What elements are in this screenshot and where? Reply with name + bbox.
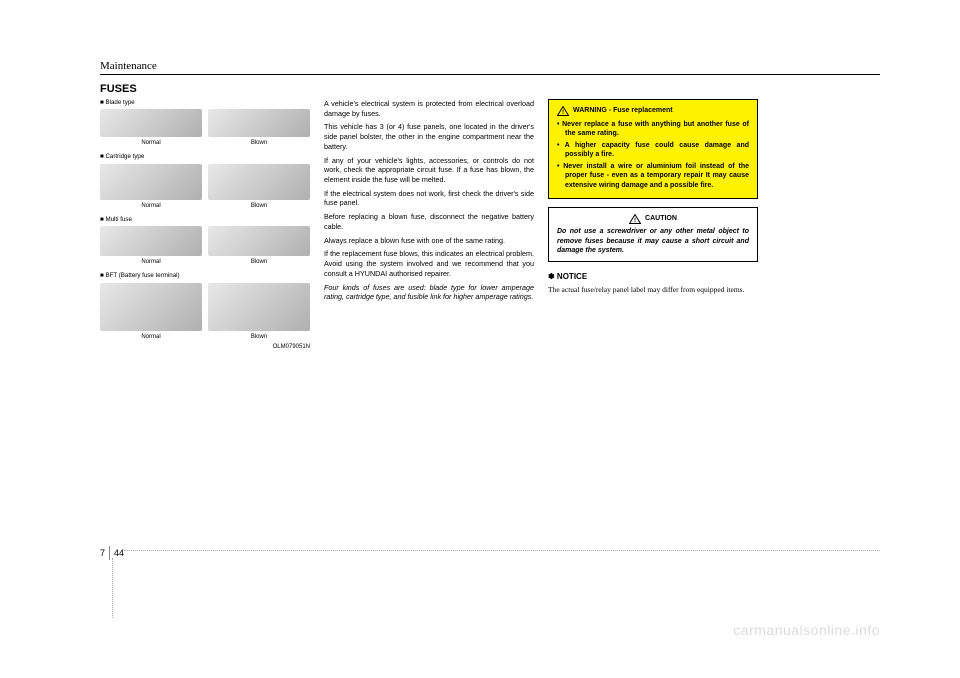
footer-dotted-line (124, 550, 880, 551)
warning-item: Never install a wire or aluminium foil i… (557, 162, 749, 190)
section-title: FUSES (100, 83, 880, 95)
fuse-label-bft: ■ BFT (Battery fuse terminal) (100, 272, 310, 280)
fuse-image-blown (208, 283, 310, 331)
fuse-label-multi: ■ Multi fuse (100, 216, 310, 224)
fuse-captions-cartridge: Normal Blown (100, 202, 310, 210)
fuse-images-bft (100, 283, 310, 331)
fuse-block-multi: ■ Multi fuse Normal Blown (100, 216, 310, 266)
caption-normal: Normal (100, 202, 202, 210)
caption-normal: Normal (100, 258, 202, 266)
warning-item: A higher capacity fuse could cause damag… (557, 141, 749, 160)
warning-title: WARNING (573, 107, 607, 114)
warning-box: ! WARNING - Fuse replacement Never repla… (548, 99, 758, 199)
fuse-captions-bft: Normal Blown (100, 333, 310, 341)
notice-block: ✽ NOTICE The actual fuse/relay panel lab… (548, 272, 758, 295)
fuse-block-bft: ■ BFT (Battery fuse terminal) Normal Blo… (100, 272, 310, 351)
body-p8: Four kinds of fuses are used: blade type… (324, 283, 534, 302)
fuse-image-normal (100, 283, 202, 331)
warning-list: Never replace a fuse with anything but a… (557, 120, 749, 190)
caution-box: ! CAUTION Do not use a screwdriver or an… (548, 207, 758, 262)
body-p3: If any of your vehicle's lights, accesso… (324, 156, 534, 185)
image-code: OLM079051N (100, 343, 310, 351)
fuse-image-normal (100, 164, 202, 200)
page-number: 7 44 (100, 546, 124, 560)
content-columns: ■ Blade type Normal Blown ■ Cartridge ty… (100, 99, 880, 357)
fuse-image-normal (100, 226, 202, 256)
column-callouts: ! WARNING - Fuse replacement Never repla… (548, 99, 758, 357)
caption-normal: Normal (100, 139, 202, 147)
warning-item: Never replace a fuse with anything but a… (557, 120, 749, 139)
body-p2: This vehicle has 3 (or 4) fuse panels, o… (324, 122, 534, 151)
caution-text: Do not use a screwdriver or any other me… (557, 227, 749, 255)
fuse-image-blown (208, 164, 310, 200)
fuse-images-multi (100, 226, 310, 256)
caption-blown: Blown (208, 333, 310, 341)
warning-triangle-icon: ! (557, 106, 569, 116)
notice-text: The actual fuse/relay panel label may di… (548, 285, 758, 295)
page-number-value: 44 (114, 548, 124, 558)
fuse-captions-multi: Normal Blown (100, 258, 310, 266)
caption-blown: Blown (208, 139, 310, 147)
fuse-label-blade: ■ Blade type (100, 99, 310, 107)
fuse-label-cartridge: ■ Cartridge type (100, 153, 310, 161)
body-p1: A vehicle's electrical system is protect… (324, 99, 534, 118)
body-p4: If the electrical system does not work, … (324, 189, 534, 208)
fuse-image-blown (208, 109, 310, 137)
warning-header: ! WARNING - Fuse replacement (557, 106, 749, 116)
fuse-images-cartridge (100, 164, 310, 200)
warning-subtitle: - Fuse replacement (609, 107, 673, 114)
caption-blown: Blown (208, 202, 310, 210)
body-p7: If the replacement fuse blows, this indi… (324, 249, 534, 278)
column-body: A vehicle's electrical system is protect… (324, 99, 534, 357)
caution-title: CAUTION (645, 214, 677, 223)
watermark: carmanualsonline.info (733, 622, 880, 638)
chapter-header: Maintenance (100, 60, 880, 75)
caution-header: ! CAUTION (557, 214, 749, 224)
column-illustrations: ■ Blade type Normal Blown ■ Cartridge ty… (100, 99, 310, 357)
body-p5: Before replacing a blown fuse, disconnec… (324, 212, 534, 231)
fuse-image-blown (208, 226, 310, 256)
fuse-captions-blade: Normal Blown (100, 139, 310, 147)
chapter-number: 7 (100, 548, 105, 558)
caption-normal: Normal (100, 333, 202, 341)
fuse-images-blade (100, 109, 310, 137)
svg-text:!: ! (634, 218, 636, 224)
notice-title: ✽ NOTICE (548, 272, 758, 283)
page-number-separator (109, 546, 110, 560)
caption-blown: Blown (208, 258, 310, 266)
warning-title-wrap: WARNING - Fuse replacement (573, 106, 673, 115)
fuse-block-blade: ■ Blade type Normal Blown (100, 99, 310, 147)
caution-triangle-icon: ! (629, 214, 641, 224)
footer-dotted-vertical (112, 558, 113, 618)
fuse-block-cartridge: ■ Cartridge type Normal Blown (100, 153, 310, 209)
svg-text:!: ! (562, 110, 564, 116)
manual-page: Maintenance FUSES ■ Blade type Normal Bl… (0, 0, 960, 377)
body-p6: Always replace a blown fuse with one of … (324, 236, 534, 246)
fuse-image-normal (100, 109, 202, 137)
